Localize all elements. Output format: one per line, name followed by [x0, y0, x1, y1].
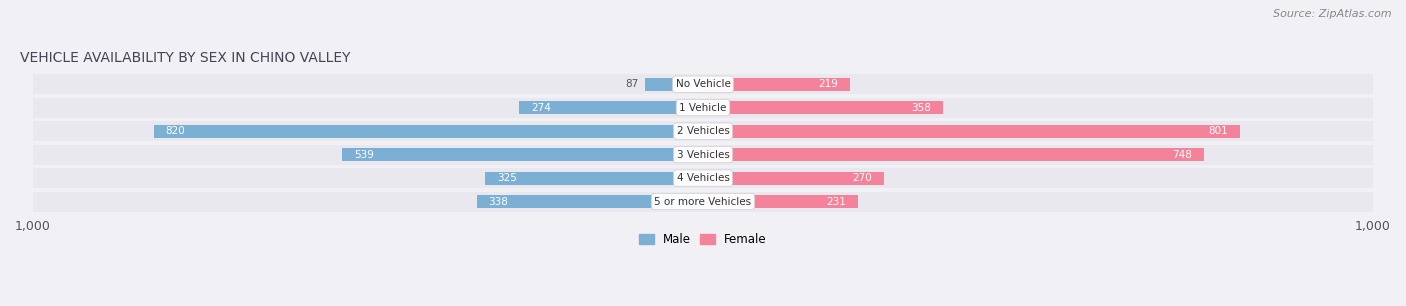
Text: 358: 358 — [911, 103, 931, 113]
Legend: Male, Female: Male, Female — [634, 228, 772, 251]
Bar — [342, 148, 703, 161]
Text: Source: ZipAtlas.com: Source: ZipAtlas.com — [1274, 9, 1392, 19]
Bar — [32, 145, 703, 165]
Text: No Vehicle: No Vehicle — [675, 79, 731, 89]
Bar — [703, 192, 1374, 211]
Bar — [703, 78, 849, 91]
Bar — [477, 195, 703, 208]
Text: 325: 325 — [498, 173, 517, 183]
Text: 219: 219 — [818, 79, 838, 89]
Bar — [32, 98, 703, 118]
Text: 539: 539 — [354, 150, 374, 160]
Bar — [703, 98, 1374, 118]
Bar — [703, 121, 1374, 141]
Bar — [703, 195, 858, 208]
Text: 801: 801 — [1208, 126, 1227, 136]
Text: 2 Vehicles: 2 Vehicles — [676, 126, 730, 136]
Bar — [519, 101, 703, 114]
Bar — [485, 172, 703, 185]
Text: 231: 231 — [825, 196, 846, 207]
Text: VEHICLE AVAILABILITY BY SEX IN CHINO VALLEY: VEHICLE AVAILABILITY BY SEX IN CHINO VAL… — [20, 51, 350, 65]
Text: 5 or more Vehicles: 5 or more Vehicles — [654, 196, 752, 207]
Text: 820: 820 — [166, 126, 186, 136]
Bar — [703, 145, 1374, 165]
Bar — [703, 172, 884, 185]
Bar — [703, 125, 1240, 138]
Bar — [645, 78, 703, 91]
Bar — [153, 125, 703, 138]
Bar — [703, 101, 943, 114]
Bar — [703, 168, 1374, 188]
Text: 748: 748 — [1173, 150, 1192, 160]
Text: 270: 270 — [852, 173, 872, 183]
Text: 4 Vehicles: 4 Vehicles — [676, 173, 730, 183]
Text: 338: 338 — [488, 196, 509, 207]
Bar — [32, 74, 703, 94]
Text: 3 Vehicles: 3 Vehicles — [676, 150, 730, 160]
Bar — [703, 148, 1204, 161]
Bar — [32, 192, 703, 211]
Bar — [32, 168, 703, 188]
Text: 274: 274 — [531, 103, 551, 113]
Text: 1 Vehicle: 1 Vehicle — [679, 103, 727, 113]
Text: 87: 87 — [624, 79, 638, 89]
Bar — [32, 121, 703, 141]
Bar — [703, 74, 1374, 94]
